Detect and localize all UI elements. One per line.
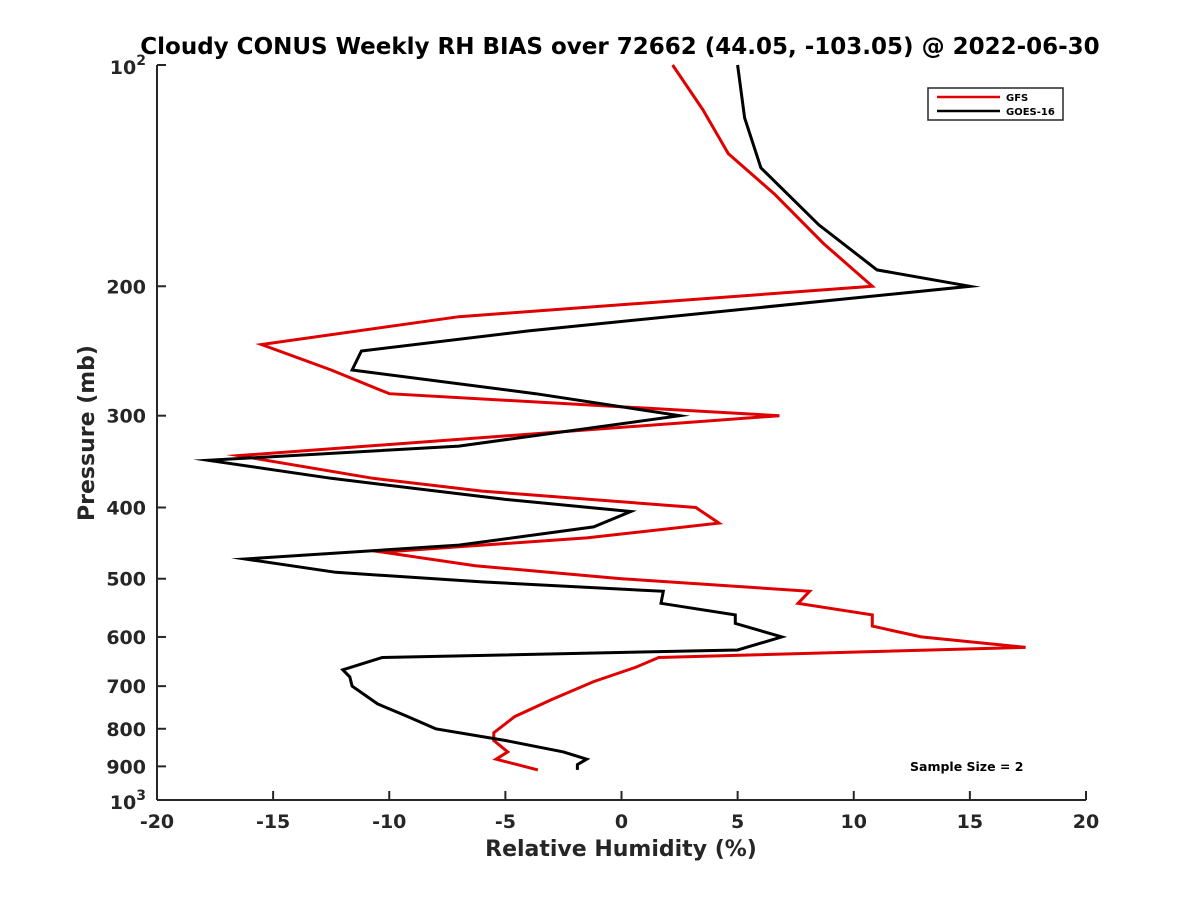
x-tick-label: 15 bbox=[957, 811, 983, 833]
y-tick-label-base: 10 bbox=[110, 57, 136, 79]
legend-box bbox=[927, 87, 1064, 121]
x-tick-label: -10 bbox=[372, 811, 406, 833]
x-tick-label: 10 bbox=[841, 811, 867, 833]
x-tick-label: 20 bbox=[1073, 811, 1099, 833]
y-tick-label: 800 bbox=[106, 719, 146, 741]
y-tick-label: 102 bbox=[110, 53, 146, 79]
legend: GFS GOES-16 bbox=[927, 87, 1064, 121]
y-tick-label-base: 10 bbox=[110, 792, 136, 814]
legend-label-gfs: GFS bbox=[1006, 93, 1028, 104]
x-tick-label: 0 bbox=[615, 811, 628, 833]
x-tick-label: -15 bbox=[256, 811, 290, 833]
chart-title: Cloudy CONUS Weekly RH BIAS over 72662 (… bbox=[140, 34, 1099, 60]
y-axis-label: Pressure (mb) bbox=[75, 345, 100, 521]
series-line-goes16 bbox=[193, 64, 981, 770]
legend-label-goes16: GOES-16 bbox=[1006, 107, 1055, 118]
x-tick-label: 5 bbox=[731, 811, 744, 833]
x-tick-label: -5 bbox=[495, 811, 516, 833]
y-tick-label: 103 bbox=[110, 788, 146, 814]
y-tick-label: 600 bbox=[106, 627, 146, 649]
x-axis-label: Relative Humidity (%) bbox=[485, 837, 757, 862]
y-tick-label: 700 bbox=[106, 676, 146, 698]
y-tick-label-exponent: 3 bbox=[136, 788, 146, 804]
x-ticks: -20 -15 -10 -5 0 5 10 15 20 bbox=[140, 791, 1099, 833]
y-tick-label: 500 bbox=[106, 569, 146, 591]
y-tick-label: 300 bbox=[106, 406, 146, 428]
series-line-gfs bbox=[225, 64, 1026, 772]
x-tick-label: -20 bbox=[140, 811, 174, 833]
y-tick-label: 400 bbox=[106, 498, 146, 520]
y-tick-label: 200 bbox=[106, 276, 146, 298]
y-tick-label-exponent: 2 bbox=[136, 53, 146, 69]
y-tick-label: 900 bbox=[106, 756, 146, 778]
series-layer bbox=[193, 64, 1026, 772]
sample-size-annotation: Sample Size = 2 bbox=[910, 759, 1023, 774]
